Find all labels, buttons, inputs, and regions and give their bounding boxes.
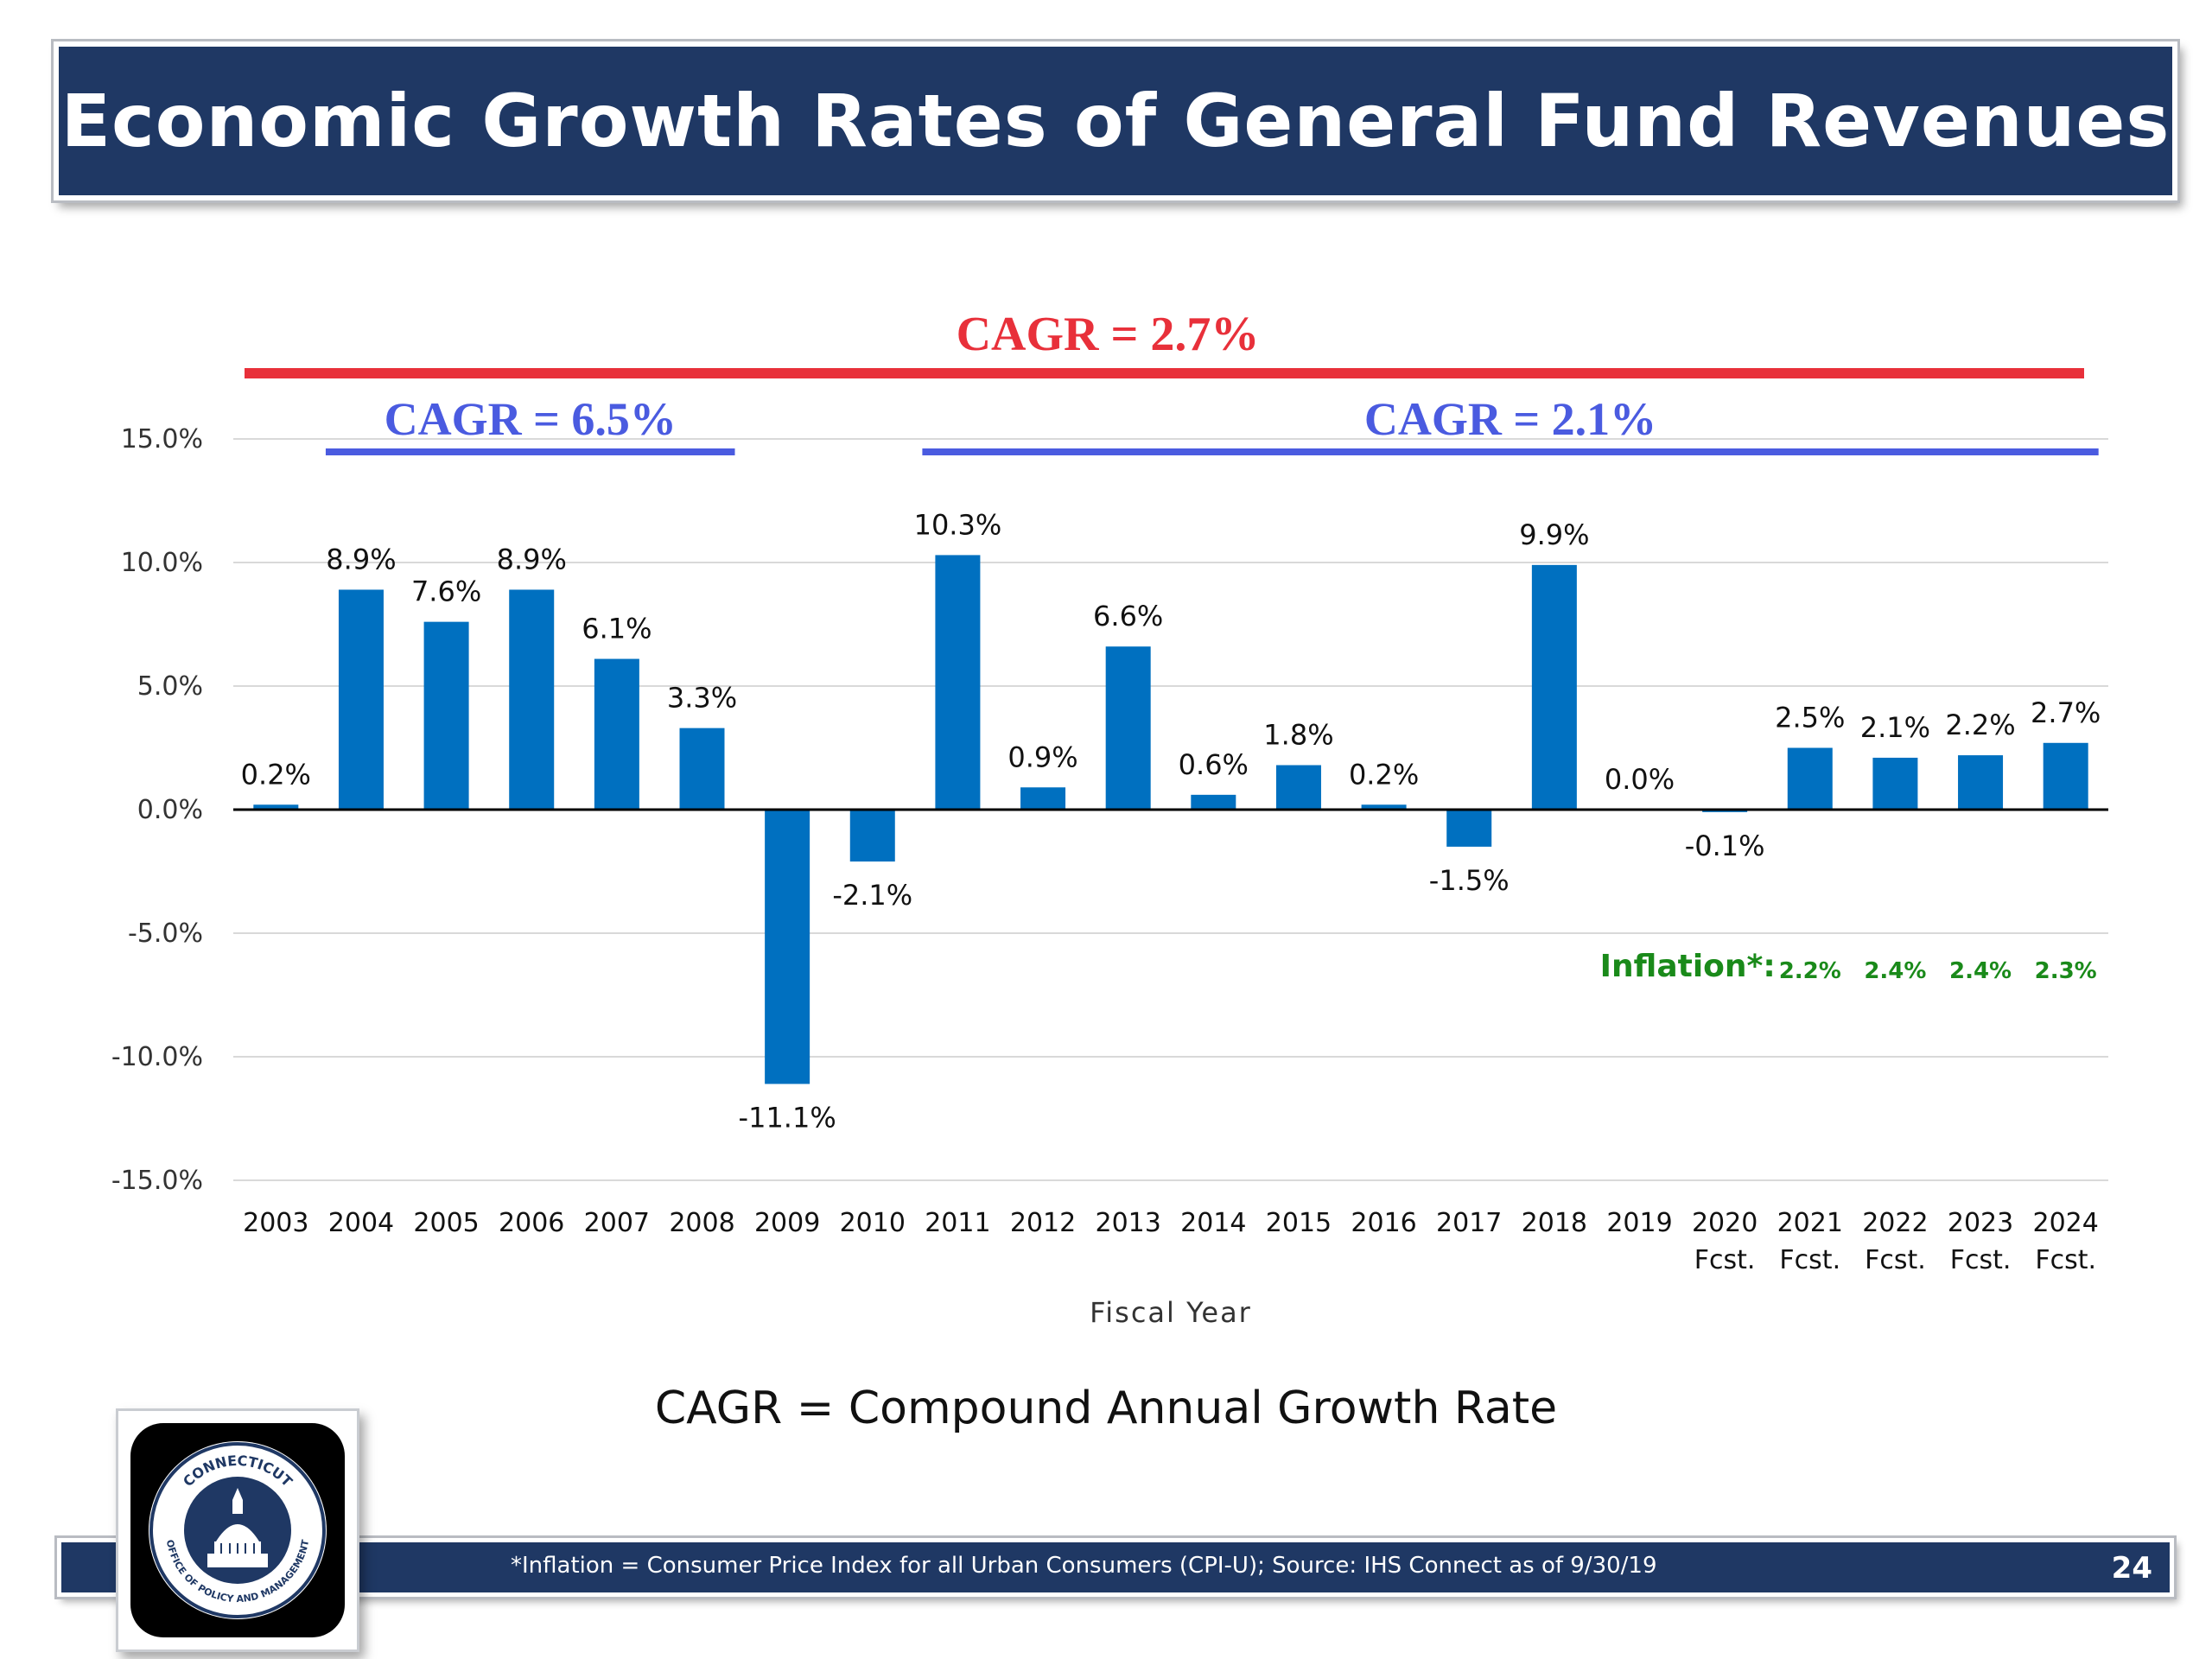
x-tick-label: 2019	[1606, 1208, 1672, 1238]
x-tick-label: 2013	[1096, 1208, 1161, 1238]
bar	[935, 555, 981, 810]
bar	[2043, 742, 2088, 810]
x-tick-label: 2004	[328, 1208, 394, 1238]
bar	[509, 589, 555, 810]
data-label: -2.1%	[832, 879, 912, 912]
bar	[1275, 765, 1321, 810]
x-tick-label: 2018	[1522, 1208, 1587, 1238]
x-tick-label: 2020	[1692, 1208, 1758, 1238]
x-tick-label: 2007	[584, 1208, 650, 1238]
inflation-label: Inflation*:	[1600, 949, 1776, 984]
x-tick-label: 2010	[840, 1208, 906, 1238]
x-tick-sublabel: Fcst.	[1779, 1245, 1840, 1275]
bar	[1446, 810, 1492, 847]
footer-bar: *Inflation = Consumer Price Index for al…	[57, 1538, 2174, 1597]
data-label: 0.9%	[1007, 741, 1077, 773]
data-label: -11.1%	[739, 1101, 836, 1134]
x-tick-sublabel: Fcst.	[1950, 1245, 2012, 1275]
y-tick-label: 10.0%	[121, 548, 203, 578]
data-label: 6.1%	[582, 613, 652, 645]
x-tick-label: 2022	[1862, 1208, 1928, 1238]
bar	[594, 658, 639, 810]
data-label: 2.5%	[1775, 702, 1845, 734]
bar	[765, 810, 810, 1084]
connecticut-opm-seal: CONNECTICUT OFFICE OF POLICY AND MANAGEM…	[149, 1441, 327, 1619]
x-tick-label: 2005	[413, 1208, 479, 1238]
data-label: 8.9%	[326, 543, 396, 575]
bar	[253, 804, 299, 810]
bar	[1020, 787, 1066, 810]
bar	[1105, 646, 1151, 810]
y-tick-label: -10.0%	[111, 1042, 203, 1072]
data-label: 7.6%	[411, 575, 481, 608]
y-tick-label: 15.0%	[121, 424, 203, 454]
x-tick-label: 2012	[1010, 1208, 1076, 1238]
page-number: 24	[2111, 1551, 2152, 1586]
x-tick-label: 2006	[499, 1208, 564, 1238]
inflation-value: 2.4%	[1949, 958, 2012, 984]
cagr-period-label: CAGR = 6.5%	[385, 393, 677, 445]
data-label: -1.5%	[1429, 864, 1510, 897]
bar	[679, 728, 725, 810]
bar	[1531, 564, 1577, 810]
footnote: *Inflation = Consumer Price Index for al…	[511, 1553, 1657, 1579]
x-tick-label: 2023	[1948, 1208, 2013, 1238]
data-label: 2.2%	[1945, 709, 2015, 741]
x-tick-label: 2016	[1351, 1208, 1416, 1238]
data-label: -0.1%	[1685, 830, 1765, 862]
inflation-value: 2.4%	[1864, 958, 1926, 984]
data-label: 0.2%	[1349, 758, 1419, 791]
x-tick-label: 2024	[2033, 1208, 2099, 1238]
data-label: 2.7%	[2031, 696, 2101, 729]
inflation-value: 2.3%	[2035, 958, 2097, 984]
slide-title: Economic Growth Rates of General Fund Re…	[60, 79, 2171, 163]
x-tick-label: 2008	[669, 1208, 734, 1238]
x-tick-label: 2017	[1436, 1208, 1502, 1238]
x-tick-sublabel: Fcst.	[1865, 1245, 1926, 1275]
logo-frame: CONNECTICUT OFFICE OF POLICY AND MANAGEM…	[116, 1408, 359, 1652]
bar	[423, 621, 469, 810]
data-label: 0.0%	[1605, 763, 1675, 796]
bar	[1787, 747, 1833, 810]
bar	[1958, 755, 2004, 810]
data-label: 8.9%	[497, 543, 567, 575]
data-label: 10.3%	[914, 508, 1002, 541]
y-tick-label: 5.0%	[137, 671, 203, 702]
y-tick-label: -15.0%	[111, 1166, 203, 1196]
x-tick-label: 2011	[925, 1208, 990, 1238]
bar	[1191, 794, 1236, 810]
x-tick-sublabel: Fcst.	[2035, 1245, 2096, 1275]
data-label: 3.3%	[667, 682, 737, 715]
data-label: 2.1%	[1860, 711, 1930, 744]
bar	[849, 810, 895, 862]
y-tick-label: -5.0%	[128, 918, 203, 949]
data-label: 6.6%	[1093, 600, 1163, 632]
x-axis-title: Fiscal Year	[1090, 1296, 1252, 1329]
cagr-overall-label: CAGR = 2.7%	[957, 308, 1260, 361]
x-tick-sublabel: Fcst.	[1694, 1245, 1756, 1275]
x-tick-label: 2009	[754, 1208, 820, 1238]
y-tick-label: 0.0%	[137, 795, 203, 825]
data-label: 0.6%	[1179, 748, 1249, 781]
title-banner: Economic Growth Rates of General Fund Re…	[54, 41, 2177, 200]
cagr-period-label: CAGR = 2.1%	[1364, 393, 1656, 445]
logo: CONNECTICUT OFFICE OF POLICY AND MANAGEM…	[130, 1423, 345, 1637]
x-tick-label: 2014	[1180, 1208, 1246, 1238]
growth-rate-chart: 15.0% 10.0% 5.0% 0.0% -5.0% -10.0% -15.0% 0.2% 2…	[111, 308, 2108, 1329]
inflation-value: 2.2%	[1779, 958, 1841, 984]
x-tick-label: 2021	[1777, 1208, 1843, 1238]
x-tick-label: 2015	[1266, 1208, 1332, 1238]
x-tick-label: 2003	[243, 1208, 308, 1238]
data-label: 0.2%	[241, 758, 311, 791]
bar	[1872, 757, 1918, 810]
data-label: 1.8%	[1263, 719, 1333, 752]
bar	[338, 589, 384, 810]
bar	[1361, 804, 1407, 810]
data-label: 9.9%	[1519, 518, 1589, 551]
cagr-definition: CAGR = Compound Annual Growth Rate	[654, 1382, 1558, 1434]
